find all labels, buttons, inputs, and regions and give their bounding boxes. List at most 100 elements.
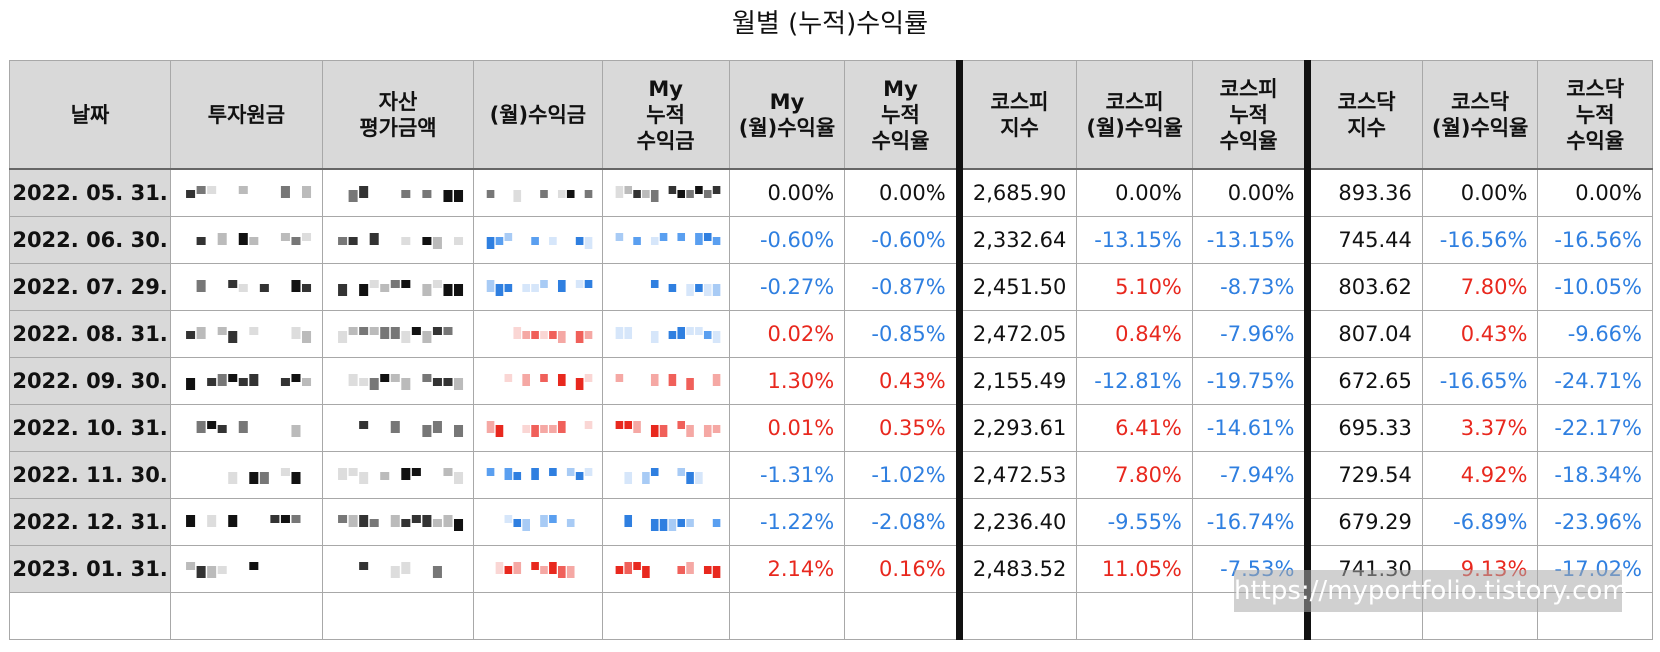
redacted-pixels — [228, 468, 301, 484]
kosdaq-cum-cell: -23.96% — [1537, 498, 1653, 546]
column-header: 투자원금 — [170, 60, 323, 170]
column-header: 코스닥 지수 — [1304, 60, 1423, 170]
redacted-pixels — [486, 190, 593, 202]
redacted-cell — [473, 168, 603, 217]
column-header-line: 평가금액 — [359, 115, 437, 140]
redacted-cell — [321, 498, 475, 546]
redacted-pixels — [615, 233, 720, 245]
kospi-month-cell: 5.10% — [1076, 263, 1193, 311]
column-header: My 누적 수익금 — [601, 60, 730, 170]
kospi-month-cell: 0.84% — [1076, 310, 1193, 358]
empty-cell — [321, 592, 475, 640]
column-header-line: 코스닥 — [1566, 76, 1625, 101]
kospi-month-cell: 0.00% — [1076, 168, 1193, 217]
column-header-line: 투자원금 — [207, 102, 286, 127]
redacted-pixels — [358, 421, 463, 437]
column-header-line: 수익율 — [1219, 128, 1278, 153]
redacted-cell — [321, 451, 475, 499]
kospi-cum-cell: -7.94% — [1191, 451, 1309, 499]
column-header-line: 자산 — [378, 89, 418, 114]
table-row: 2022. 05. 31. 0.00% 0.00% 2,685.90 0.00% 0.00… — [8, 168, 1653, 217]
column-header-line: (월)수익율 — [1431, 115, 1529, 140]
kosdaq-cum-cell: -9.66% — [1537, 310, 1653, 358]
kospi-month-cell: -9.55% — [1076, 498, 1193, 546]
date-cell: 2022. 07. 29. — [8, 263, 172, 311]
table-body: 2022. 05. 31. 0.00% 0.00% 2,685.90 0.00% 0.00… — [8, 168, 1653, 593]
redacted-pixels — [504, 515, 575, 531]
column-header-line: My — [769, 89, 805, 114]
redacted-pixels — [337, 280, 463, 296]
my-cum-cell: -0.87% — [844, 263, 960, 311]
redacted-cell — [601, 545, 730, 593]
redacted-cell — [473, 498, 603, 546]
redacted-cell — [473, 451, 603, 499]
date-cell: 2022. 09. 30. — [8, 357, 172, 405]
column-header-line: 수익금 — [636, 128, 695, 153]
date-cell: 2022. 08. 31. — [8, 310, 172, 358]
watermark: https://myportfolio.tistory.com — [1234, 570, 1628, 612]
redacted-pixels — [186, 562, 259, 578]
redacted-cell — [170, 168, 323, 217]
empty-row — [8, 592, 1653, 640]
kosdaq-cum-cell: -22.17% — [1537, 404, 1653, 452]
kospi-cum-cell: -19.75% — [1191, 357, 1309, 405]
redacted-cell — [473, 404, 603, 452]
kosdaq-month-cell: 3.37% — [1421, 404, 1539, 452]
kosdaq-month-cell: -16.65% — [1421, 357, 1539, 405]
kosdaq-month-cell: 7.80% — [1421, 263, 1539, 311]
redacted-cell — [473, 263, 603, 311]
redacted-pixels — [615, 562, 720, 578]
column-header-line: My — [648, 76, 683, 101]
redacted-pixels — [650, 280, 720, 296]
kospi-cum-cell: -8.73% — [1191, 263, 1309, 311]
date-cell: 2022. 05. 31. — [8, 168, 172, 217]
kospi-cell: 2,332.64 — [955, 216, 1078, 264]
column-header-line: 누적 — [1575, 102, 1615, 127]
redacted-pixels — [486, 280, 593, 296]
column-header-line: 수익율 — [871, 128, 930, 153]
redacted-pixels — [348, 374, 463, 390]
kosdaq-cell: 745.44 — [1304, 216, 1423, 264]
my-month-cell: 0.01% — [728, 404, 846, 452]
kosdaq-cell: 679.29 — [1304, 498, 1423, 546]
redacted-cell — [601, 310, 730, 358]
empty-cell — [728, 592, 846, 640]
column-header-line: 누적 — [646, 102, 685, 127]
date-cell: 2022. 11. 30. — [8, 451, 172, 499]
kosdaq-cell: 893.36 — [1304, 168, 1423, 217]
monthly-return-table: 날짜 투자원금 자산 평가금액 (월)수익금 My 누적 수익금 My (월)수익율 My 누적 수익율… — [8, 60, 1653, 640]
redacted-cell — [170, 263, 323, 311]
redacted-pixels — [486, 468, 593, 480]
kosdaq-month-cell: -16.56% — [1421, 216, 1539, 264]
redacted-cell — [601, 263, 730, 311]
kospi-cell: 2,293.61 — [955, 404, 1078, 452]
my-month-cell: 0.02% — [728, 310, 846, 358]
kospi-cell: 2,472.53 — [955, 451, 1078, 499]
kosdaq-cum-cell: -16.56% — [1537, 216, 1653, 264]
redacted-cell — [170, 545, 323, 593]
kospi-cell: 2,685.90 — [955, 168, 1078, 217]
column-header-line: (월)수익율 — [1086, 115, 1183, 140]
my-cum-cell: 0.35% — [844, 404, 960, 452]
column-header-line: 지수 — [1347, 115, 1386, 140]
redacted-pixels — [196, 421, 301, 437]
kosdaq-cum-cell: -18.34% — [1537, 451, 1653, 499]
redacted-cell — [321, 545, 475, 593]
my-month-cell: 2.14% — [728, 545, 846, 593]
my-month-cell: -0.60% — [728, 216, 846, 264]
redacted-cell — [170, 498, 323, 546]
my-month-cell: 1.30% — [728, 357, 846, 405]
redacted-pixels — [615, 374, 720, 390]
empty-cell — [473, 592, 603, 640]
redacted-cell — [601, 216, 730, 264]
redacted-cell — [321, 404, 475, 452]
redacted-pixels — [623, 468, 703, 484]
column-header-line: 수익율 — [1566, 128, 1625, 153]
kosdaq-cell: 807.04 — [1304, 310, 1423, 358]
kospi-cell: 2,236.40 — [955, 498, 1078, 546]
column-header: (월)수익금 — [473, 60, 603, 170]
redacted-pixels — [623, 515, 720, 531]
my-cum-cell: 0.00% — [844, 168, 960, 217]
kospi-cell: 2,472.05 — [955, 310, 1078, 358]
redacted-pixels — [615, 186, 720, 202]
